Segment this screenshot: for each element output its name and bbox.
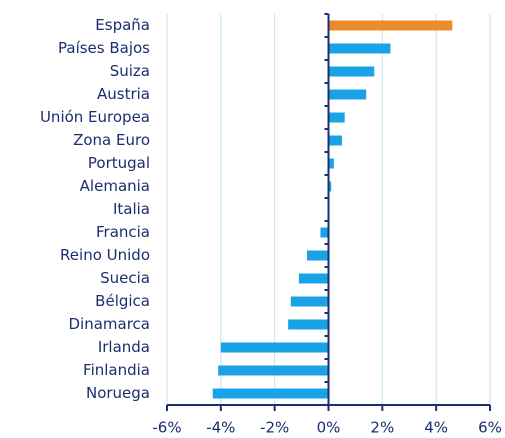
y-tick-label: España [95, 16, 150, 34]
x-tick-label: -6% [152, 419, 181, 437]
y-tick-label: Francia [96, 223, 150, 241]
y-tick-label: Zona Euro [73, 131, 150, 149]
y-tick-label: Irlanda [98, 338, 150, 356]
y-tick-label: Noruega [86, 384, 150, 402]
y-tick-label: Suecia [100, 269, 150, 287]
x-tick-label: 6% [478, 419, 502, 437]
bar [290, 296, 329, 307]
bar [328, 43, 391, 54]
bar [328, 135, 342, 146]
y-tick-label: Austria [97, 85, 150, 103]
bar [328, 181, 332, 192]
y-tick-label: Alemania [80, 177, 150, 195]
y-tick-label: Bélgica [95, 292, 150, 310]
y-tick-label: Unión Europea [40, 108, 150, 126]
bar [328, 66, 375, 77]
y-tick-label: Dinamarca [69, 315, 151, 333]
bar [288, 319, 329, 330]
x-tick-label: -2% [260, 419, 289, 437]
bar [328, 89, 367, 100]
bar [212, 388, 329, 399]
y-tick-label: Países Bajos [58, 39, 150, 57]
bar [328, 20, 453, 31]
x-tick-label: -4% [206, 419, 235, 437]
y-tick-label: Portugal [88, 154, 150, 172]
bar [328, 112, 345, 123]
y-tick-label: Finlandia [83, 361, 150, 379]
x-tick-label: 0% [317, 419, 341, 437]
bar [306, 250, 329, 261]
bar [320, 227, 329, 238]
y-tick-label: Suiza [110, 62, 150, 80]
bar [218, 365, 329, 376]
bar [298, 273, 329, 284]
x-tick-label: 2% [370, 419, 394, 437]
y-tick-label: Italia [113, 200, 150, 218]
bar [328, 158, 334, 169]
x-tick-label: 4% [424, 419, 448, 437]
y-tick-label: Reino Unido [60, 246, 150, 264]
bar [220, 342, 329, 353]
